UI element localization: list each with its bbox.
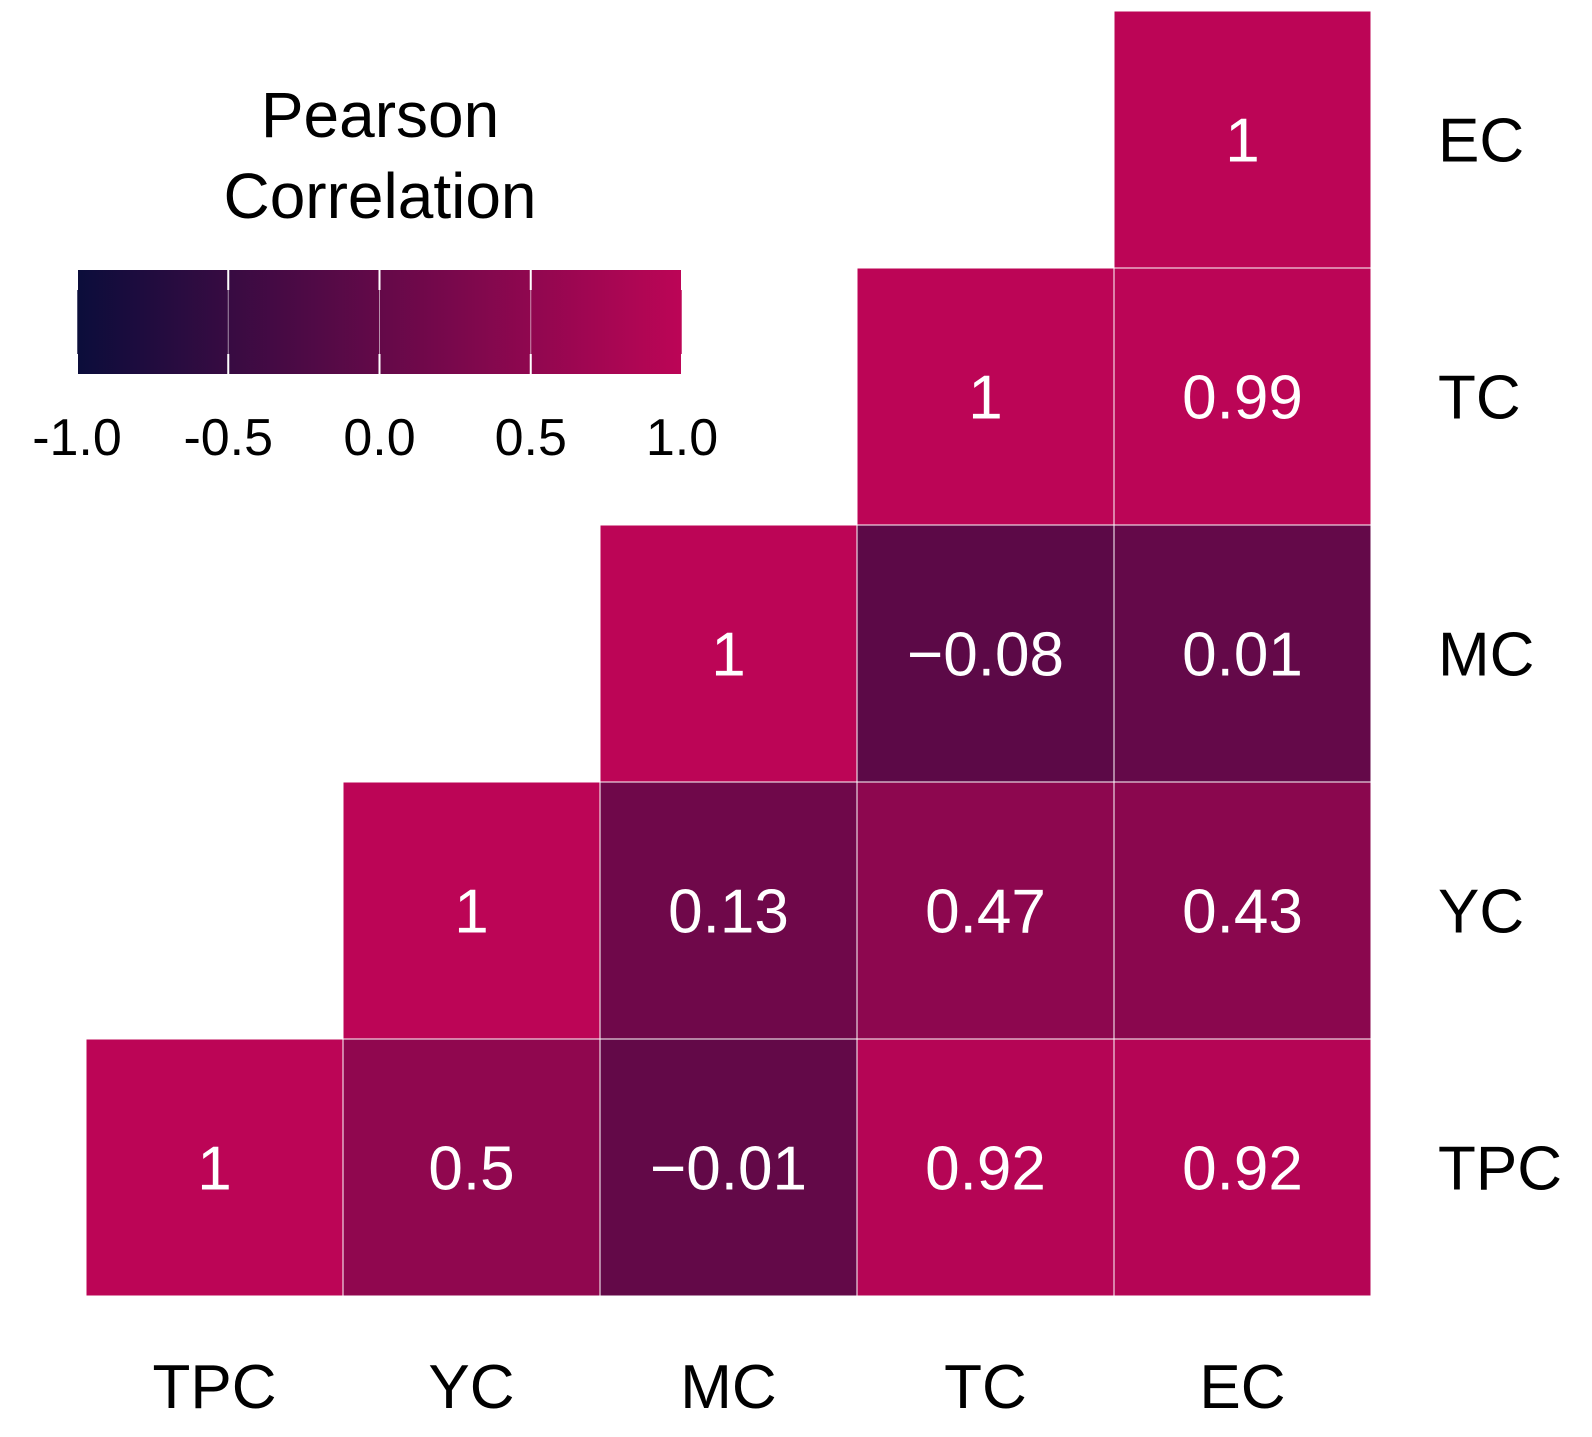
cell-value-label: 0.47 bbox=[925, 878, 1046, 947]
legend-title-line-2: Correlation bbox=[223, 160, 536, 232]
cell-value-label: 0.92 bbox=[925, 1135, 1046, 1204]
cell-value-label: 1 bbox=[197, 1135, 231, 1204]
cell-value-label: 0.43 bbox=[1182, 878, 1303, 947]
heatmap-cell bbox=[1113, 10, 1372, 269]
heatmap-cell bbox=[599, 781, 858, 1040]
y-tick-label: TPC bbox=[1438, 1135, 1562, 1204]
cell-value-label: 0.5 bbox=[428, 1135, 514, 1204]
cell-value-label: 1 bbox=[1225, 107, 1259, 176]
legend-tick-label: 0.0 bbox=[343, 409, 415, 467]
x-tick-label: YC bbox=[428, 1353, 514, 1422]
x-tick-label: TC bbox=[944, 1353, 1027, 1422]
heatmap-cell bbox=[856, 524, 1115, 783]
legend-title-line-1: Pearson bbox=[261, 79, 499, 151]
cell-value-label: 0.01 bbox=[1182, 621, 1303, 690]
cell-value-label: 0.99 bbox=[1182, 364, 1303, 433]
x-tick-label: EC bbox=[1199, 1353, 1285, 1422]
heatmap-cell bbox=[599, 1038, 858, 1297]
cell-value-label: −0.01 bbox=[650, 1135, 807, 1204]
cell-value-label: 1 bbox=[454, 878, 488, 947]
x-axis-labels: TPC YC MC TC EC bbox=[153, 1353, 1286, 1422]
legend-tick-label: 1.0 bbox=[646, 409, 718, 467]
x-tick-label: MC bbox=[680, 1353, 776, 1422]
cell-value-label: −0.08 bbox=[907, 621, 1064, 690]
heatmap-cell-labels: 1 1 0.99 1 −0.08 0.01 1 0.13 0.47 0.43 1 0.5 −0.01 0.… bbox=[197, 107, 1303, 1204]
heatmap-cell bbox=[342, 781, 601, 1040]
y-tick-label: TC bbox=[1438, 364, 1521, 433]
heatmap-cell bbox=[856, 781, 1115, 1040]
cell-value-label: 0.13 bbox=[668, 878, 789, 947]
heatmap-cell bbox=[1113, 524, 1372, 783]
y-tick-label: YC bbox=[1438, 878, 1524, 947]
cell-value-label: 0.92 bbox=[1182, 1135, 1303, 1204]
legend-ticks: -1.0 -0.5 0.0 0.5 1.0 bbox=[32, 270, 718, 467]
heatmap-cell bbox=[1113, 1038, 1372, 1297]
heatmap-cell bbox=[1113, 267, 1372, 526]
cell-value-label: 1 bbox=[968, 364, 1002, 433]
color-legend: Pearson Correlation -1.0 -0.5 0.0 0.5 1.0 bbox=[32, 79, 718, 467]
x-tick-label: TPC bbox=[153, 1353, 277, 1422]
heatmap-cell bbox=[342, 1038, 601, 1297]
heatmap-cell bbox=[856, 1038, 1115, 1297]
legend-tick-label: -0.5 bbox=[183, 409, 273, 467]
heatmap-cell bbox=[1113, 781, 1372, 1040]
heatmap-cell bbox=[599, 524, 858, 783]
legend-tick-label: 0.5 bbox=[495, 409, 567, 467]
heatmap-cell bbox=[85, 1038, 344, 1297]
y-axis-labels: EC TC MC YC TPC bbox=[1438, 107, 1562, 1204]
heatmap-cells bbox=[85, 10, 1372, 1297]
y-tick-label: MC bbox=[1438, 621, 1534, 690]
legend-tick-label: -1.0 bbox=[32, 409, 122, 467]
y-tick-label: EC bbox=[1438, 107, 1524, 176]
cell-value-label: 1 bbox=[711, 621, 745, 690]
heatmap-cell bbox=[856, 267, 1115, 526]
